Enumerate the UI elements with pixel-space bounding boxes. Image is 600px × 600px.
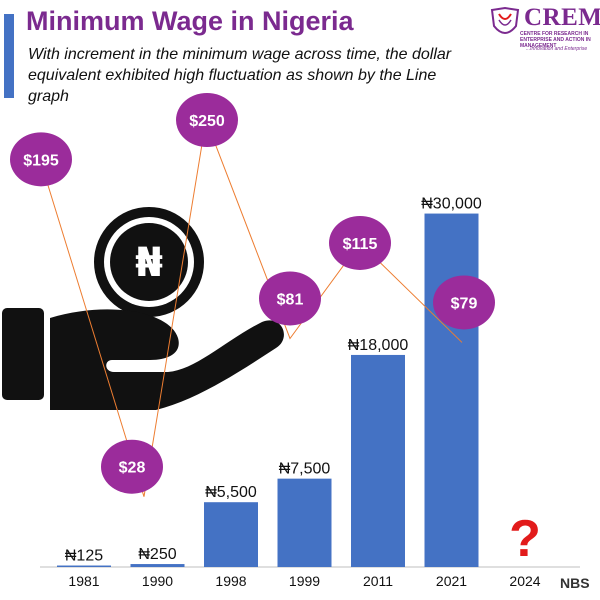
x-tick-label: 2024 — [509, 573, 540, 589]
logo-full-name: CENTRE FOR RESEARCH IN ENTERPRISE AND AC… — [520, 31, 591, 49]
dollar-value-label: $79 — [451, 295, 478, 312]
crem-logo: CREM CENTRE FOR RESEARCH IN ENTERPRISE A… — [488, 4, 600, 56]
logo-tagline: ...Innovation and Enterprise — [526, 46, 588, 52]
x-tick-label: 1990 — [142, 573, 173, 589]
logo-wordmark: CREM — [524, 4, 600, 31]
hand-holding-naira-coin-icon: ₦ — [2, 207, 284, 410]
dollar-bubble — [101, 439, 163, 494]
question-mark-annotation: ? — [509, 510, 541, 568]
bar — [204, 502, 258, 567]
bar-value-label: ₦18,000 — [348, 337, 409, 354]
dollar-value-label: $195 — [23, 152, 59, 169]
source-label: NBS — [560, 575, 590, 591]
accent-bar — [4, 14, 14, 98]
bar-value-label: ₦7,500 — [279, 461, 331, 478]
bar-value-label: ₦5,500 — [205, 484, 257, 501]
dollar-value-label: $28 — [119, 460, 146, 477]
bar — [57, 565, 111, 567]
chart-subtitle: With increment in the minimum wage acros… — [28, 46, 452, 105]
dollar-value-label: $250 — [189, 113, 225, 130]
bar — [130, 564, 185, 567]
bar — [351, 354, 405, 567]
bar — [424, 213, 479, 567]
x-tick-label: 1998 — [215, 573, 246, 589]
bar-value-label: ₦125 — [65, 548, 103, 565]
dollar-bubble — [10, 132, 72, 187]
x-tick-label: 1999 — [289, 573, 320, 589]
bar-value-label: ₦30,000 — [421, 196, 482, 213]
x-tick-label: 2011 — [363, 573, 393, 589]
dollar-value-label: $81 — [277, 291, 304, 308]
crem-emblem-icon — [490, 6, 520, 34]
dollar-value-label: $115 — [343, 236, 378, 253]
x-tick-label: 2021 — [436, 573, 467, 589]
svg-text:₦: ₦ — [135, 240, 163, 286]
dollar-bubble — [329, 215, 391, 270]
dollar-bubble — [433, 275, 495, 330]
bar-value-label: ₦250 — [138, 546, 176, 563]
bar — [277, 478, 332, 567]
dollar-bubble — [259, 271, 321, 326]
chart-title: Minimum Wage in Nigeria — [26, 6, 354, 36]
dollar-bubble — [176, 93, 238, 147]
x-tick-label: 1981 — [68, 573, 99, 589]
